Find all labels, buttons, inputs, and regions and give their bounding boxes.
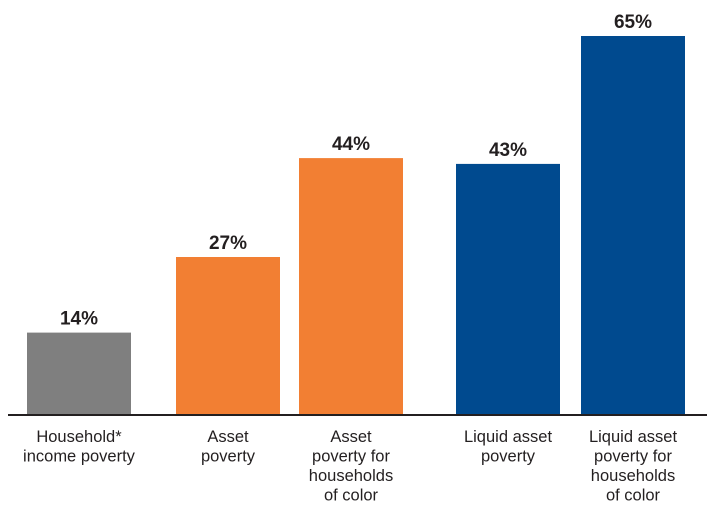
category-label-5: Liquid asset poverty for households of colo… (589, 428, 677, 505)
category-label-2: Asset poverty (201, 428, 256, 466)
bar-2 (176, 257, 280, 414)
bar-3 (299, 158, 403, 414)
value-labels-layer: 14% 27% 44% 43% 65% (60, 12, 652, 330)
category-label-line: poverty for (594, 448, 672, 466)
bar-1 (27, 332, 131, 414)
category-label-3: Asset poverty for households of color (309, 428, 393, 505)
value-label-3: 44% (332, 134, 370, 155)
category-label-line: Liquid asset (589, 428, 677, 446)
bar-4 (456, 163, 560, 414)
category-label-line: of color (606, 487, 661, 505)
category-label-line: poverty (481, 448, 536, 466)
category-label-line: poverty (201, 448, 256, 466)
category-label-line: Asset (207, 428, 249, 446)
category-label-line: Liquid asset (464, 428, 552, 446)
category-label-line: Household* (36, 428, 122, 446)
bars-layer (27, 36, 685, 414)
bar-5 (581, 36, 685, 414)
category-label-1: Household* income poverty (23, 428, 136, 466)
category-label-line: Asset (330, 428, 372, 446)
category-label-line: poverty for (312, 448, 390, 466)
value-label-4: 43% (489, 140, 527, 161)
value-label-5: 65% (614, 12, 652, 33)
value-label-1: 14% (60, 309, 98, 330)
value-label-2: 27% (209, 233, 247, 254)
category-label-line: of color (324, 487, 379, 505)
category-label-line: households (591, 467, 675, 485)
category-label-line: households (309, 467, 393, 485)
category-label-4: Liquid asset poverty (464, 428, 552, 466)
category-label-line: income poverty (23, 448, 136, 466)
